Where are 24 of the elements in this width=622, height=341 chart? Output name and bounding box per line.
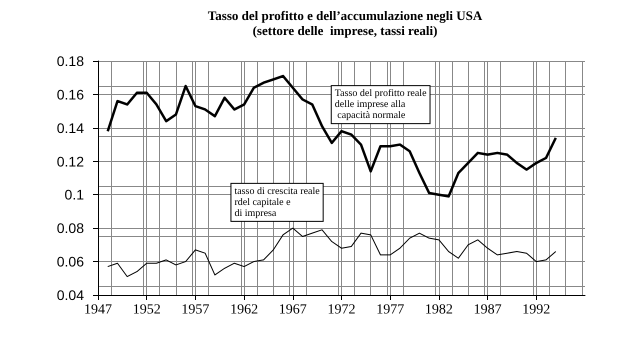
chart-subtitle: (settore delle imprese, tassi reali) xyxy=(252,23,438,38)
y-tick-label: 0.06 xyxy=(56,254,84,270)
line-series xyxy=(106,74,558,198)
y-tick-label: 0.1 xyxy=(64,186,84,203)
x-tick-label: 1967 xyxy=(278,302,307,318)
series-label: Tasso del profitto reale delle imprese alla capacità normale xyxy=(334,88,428,122)
x-tick-label: 1972 xyxy=(328,302,356,318)
line-series xyxy=(107,228,556,278)
y-tick-label: 0.04 xyxy=(56,287,84,303)
y-tick-label: 0.08 xyxy=(56,220,84,236)
y-tick-label: 0.16 xyxy=(56,86,84,102)
chart-title: Tasso del profitto e dell’accumulazione negli USA xyxy=(208,8,483,23)
x-tick-label: 1977 xyxy=(376,302,404,318)
y-tick-label: 0.14 xyxy=(56,120,84,136)
series-label: tasso di crescita reale rdel capitale e di impresa xyxy=(234,186,320,219)
x-tick-label: 1992 xyxy=(522,302,550,318)
y-tick-label: 0.12 xyxy=(56,153,84,170)
x-tick-label: 1982 xyxy=(424,302,453,318)
x-tick-label: 1952 xyxy=(132,302,161,318)
x-tick-label: 1987 xyxy=(474,302,502,318)
x-tick-label: 1947 xyxy=(84,302,112,318)
x-tick-label: 1962 xyxy=(230,302,258,318)
y-tick-label: 0.18 xyxy=(56,53,84,69)
x-tick-label: 1957 xyxy=(181,302,210,318)
